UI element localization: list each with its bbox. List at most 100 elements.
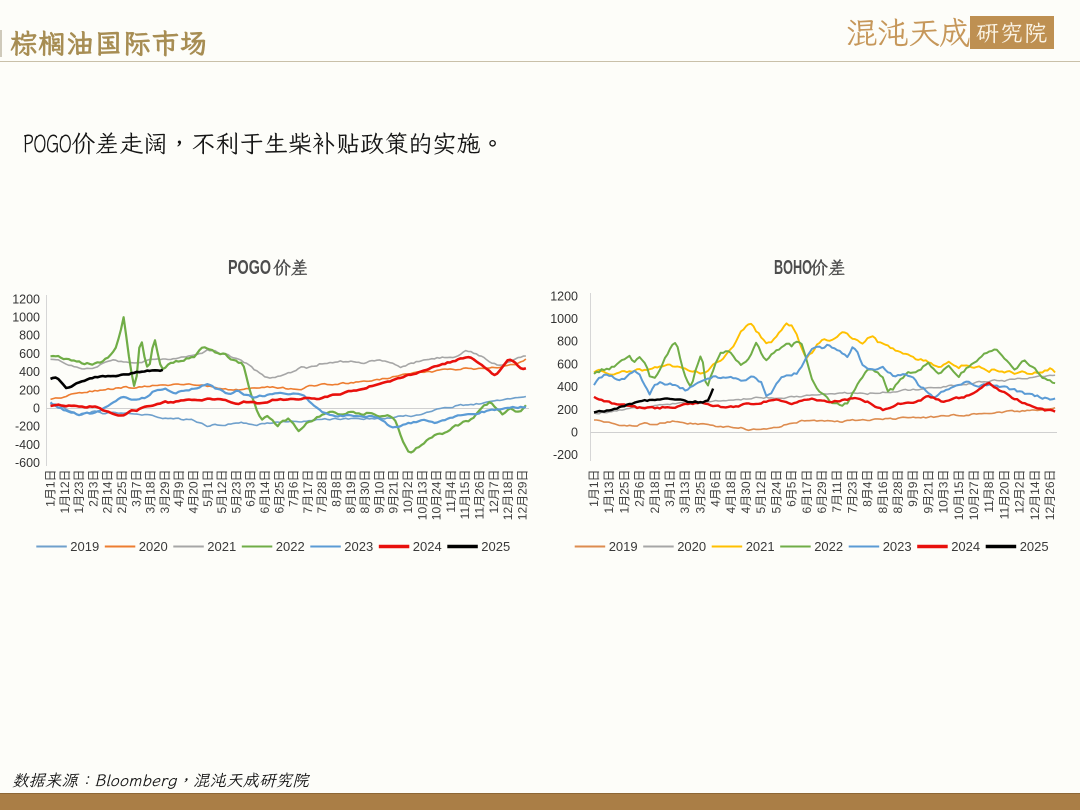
- svg-text:7月23日: 7月23日: [845, 470, 859, 514]
- svg-text:2019: 2019: [609, 539, 638, 554]
- svg-text:8月8日: 8月8日: [330, 470, 344, 507]
- svg-text:2023: 2023: [344, 539, 373, 554]
- svg-text:1月1日: 1月1日: [44, 470, 58, 507]
- svg-text:12月29日: 12月29日: [515, 470, 529, 521]
- svg-text:2月3日: 2月3日: [86, 470, 100, 507]
- svg-text:POGO: POGO: [228, 257, 271, 279]
- svg-text:-200: -200: [553, 448, 578, 462]
- svg-text:2月6日: 2月6日: [633, 470, 647, 507]
- svg-text:1000: 1000: [550, 312, 578, 326]
- svg-text:8月30日: 8月30日: [358, 470, 372, 514]
- svg-text:2020: 2020: [139, 539, 168, 554]
- svg-text:2023: 2023: [883, 539, 912, 554]
- svg-text:12月26日: 12月26日: [1043, 470, 1057, 521]
- svg-text:9月21日: 9月21日: [921, 470, 935, 514]
- svg-text:6月25日: 6月25日: [272, 470, 286, 514]
- svg-text:11月4日: 11月4日: [444, 470, 458, 513]
- svg-text:0: 0: [571, 426, 578, 440]
- svg-text:9月9日: 9月9日: [906, 470, 920, 507]
- svg-text:1月1日: 1月1日: [587, 470, 601, 507]
- svg-text:5月23日: 5月23日: [229, 470, 243, 514]
- svg-text:2025: 2025: [1020, 539, 1049, 554]
- svg-text:9月10日: 9月10日: [372, 470, 386, 514]
- svg-text:3月18日: 3月18日: [144, 470, 158, 514]
- svg-text:差: 差: [828, 256, 846, 280]
- svg-text:9月21日: 9月21日: [387, 470, 401, 514]
- svg-text:4月18日: 4月18日: [724, 470, 738, 514]
- svg-text:11月26日: 11月26日: [473, 470, 487, 520]
- svg-text:2月14日: 2月14日: [101, 470, 115, 514]
- svg-text:10月15日: 10月15日: [952, 470, 966, 521]
- svg-text:7月28日: 7月28日: [315, 470, 329, 514]
- svg-text:5月12日: 5月12日: [215, 470, 229, 514]
- svg-text:3月25日: 3月25日: [693, 470, 707, 514]
- svg-text:800: 800: [19, 329, 40, 343]
- svg-text:-600: -600: [15, 456, 40, 470]
- svg-text:6月14日: 6月14日: [258, 470, 272, 514]
- svg-text:-400: -400: [15, 438, 40, 452]
- svg-text:11月8日: 11月8日: [982, 469, 996, 512]
- svg-text:3月13日: 3月13日: [678, 470, 692, 514]
- svg-text:0: 0: [33, 402, 40, 416]
- svg-text:200: 200: [557, 403, 578, 417]
- svg-text:1000: 1000: [12, 311, 40, 325]
- svg-text:11月15日: 11月15日: [458, 470, 472, 520]
- svg-text:4月30日: 4月30日: [739, 470, 753, 514]
- svg-text:400: 400: [19, 365, 40, 379]
- svg-text:12月2日: 12月2日: [1013, 470, 1027, 514]
- svg-text:5月24日: 5月24日: [769, 470, 783, 514]
- svg-text:600: 600: [19, 347, 40, 361]
- svg-text:10月3日: 10月3日: [937, 470, 951, 514]
- svg-text:2021: 2021: [746, 539, 775, 554]
- svg-text:1月12日: 1月12日: [58, 470, 72, 514]
- svg-text:12月7日: 12月7日: [487, 470, 501, 514]
- svg-text:3月1日: 3月1日: [663, 470, 677, 507]
- svg-text:12月14日: 12月14日: [1028, 470, 1042, 521]
- svg-text:6月5日: 6月5日: [785, 470, 799, 507]
- svg-text:5月12日: 5月12日: [754, 470, 768, 514]
- svg-text:4月6日: 4月6日: [709, 470, 723, 507]
- svg-text:600: 600: [557, 357, 578, 371]
- svg-text:400: 400: [557, 380, 578, 394]
- svg-text:8月16日: 8月16日: [876, 470, 890, 514]
- svg-text:200: 200: [19, 383, 40, 397]
- svg-text:7月17日: 7月17日: [301, 470, 315, 514]
- svg-text:6月29日: 6月29日: [815, 470, 829, 514]
- svg-text:2024: 2024: [413, 539, 442, 554]
- svg-text:BOHO: BOHO: [774, 257, 812, 279]
- svg-text:4月9日: 4月9日: [172, 470, 186, 507]
- svg-text:价: 价: [273, 256, 291, 280]
- svg-text:3月7日: 3月7日: [129, 470, 143, 507]
- svg-text:6月17日: 6月17日: [800, 470, 814, 514]
- svg-text:2月25日: 2月25日: [115, 470, 129, 514]
- svg-text:11月20日: 11月20日: [997, 470, 1011, 520]
- svg-text:10月24日: 10月24日: [430, 470, 444, 521]
- svg-text:2022: 2022: [814, 539, 843, 554]
- svg-text:2019: 2019: [70, 539, 99, 554]
- svg-text:12月18日: 12月18日: [501, 470, 515, 521]
- svg-text:1月13日: 1月13日: [602, 470, 616, 514]
- svg-text:10月13日: 10月13日: [415, 470, 429, 521]
- svg-text:6月3日: 6月3日: [244, 470, 258, 507]
- svg-text:4月20日: 4月20日: [187, 470, 201, 514]
- svg-text:3月29日: 3月29日: [158, 470, 172, 514]
- svg-text:8月28日: 8月28日: [891, 470, 905, 514]
- svg-text:-200: -200: [15, 420, 40, 434]
- svg-text:差: 差: [291, 256, 309, 280]
- svg-text:7月6日: 7月6日: [287, 470, 301, 507]
- svg-text:8月4日: 8月4日: [861, 470, 875, 507]
- svg-text:2025: 2025: [481, 539, 510, 554]
- svg-text:1月23日: 1月23日: [72, 470, 86, 514]
- svg-text:7月11日: 7月11日: [830, 470, 844, 513]
- svg-text:2024: 2024: [951, 539, 980, 554]
- svg-text:800: 800: [557, 335, 578, 349]
- svg-text:1月25日: 1月25日: [617, 470, 631, 514]
- svg-text:2021: 2021: [207, 539, 236, 554]
- svg-text:8月19日: 8月19日: [344, 470, 358, 514]
- svg-text:1200: 1200: [12, 292, 40, 306]
- svg-text:价: 价: [810, 256, 828, 280]
- svg-text:2月18日: 2月18日: [648, 470, 662, 514]
- svg-text:10月27日: 10月27日: [967, 470, 981, 521]
- svg-text:2022: 2022: [276, 539, 305, 554]
- svg-text:2020: 2020: [677, 539, 706, 554]
